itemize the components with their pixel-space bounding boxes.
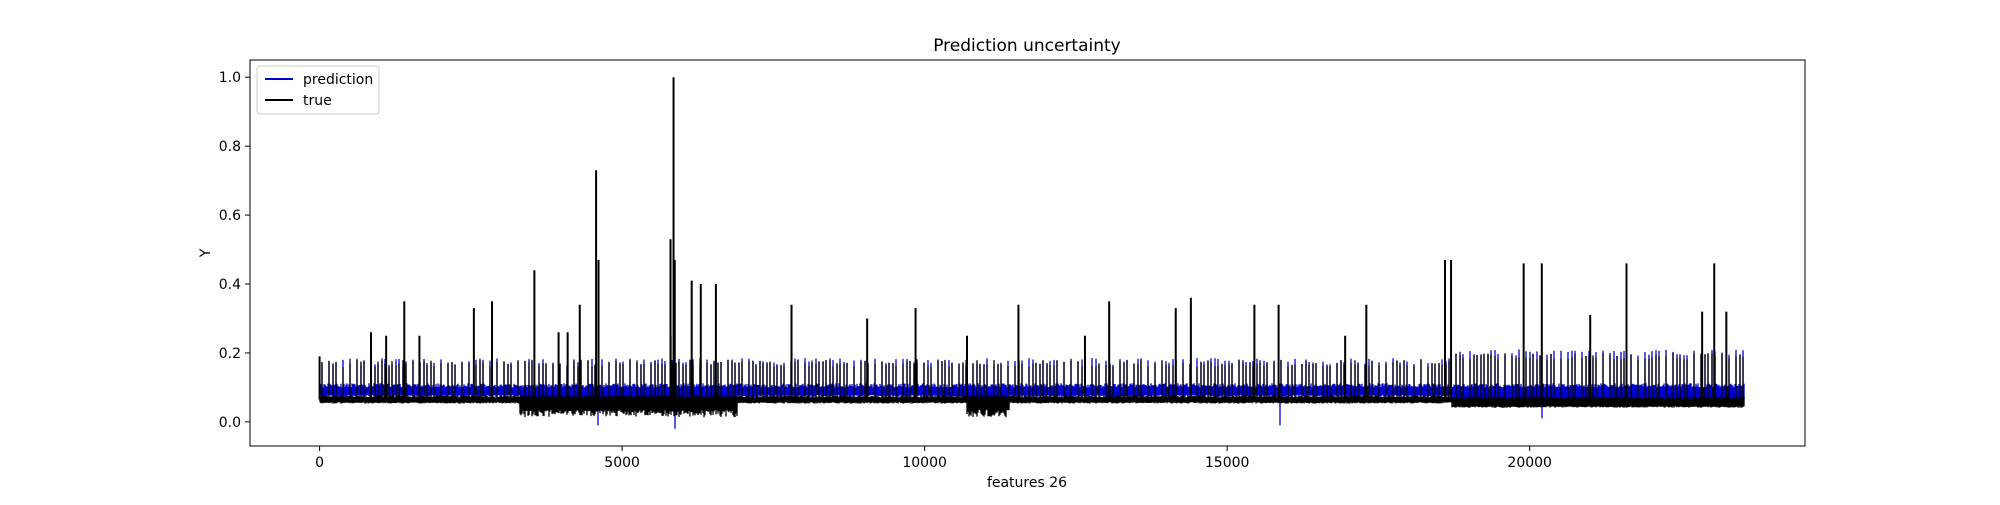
y-tick-label: 0.0	[219, 415, 241, 431]
y-axis-label: Y	[198, 248, 214, 258]
plot-frame	[249, 59, 1806, 447]
x-axis: 0 5000 10000 15000 20000	[315, 446, 1552, 471]
x-tick-label: 5000	[604, 455, 640, 471]
x-tick-label: 0	[315, 455, 324, 471]
y-axis: 0.0 0.2 0.4 0.6 0.8 1.0	[219, 70, 250, 431]
legend-label-prediction: prediction	[303, 72, 373, 88]
y-tick-label: 0.2	[219, 346, 241, 362]
x-tick-label: 15000	[1205, 455, 1250, 471]
plot-area	[249, 59, 1806, 447]
x-tick-label: 20000	[1507, 455, 1552, 471]
y-tick-label: 0.6	[219, 208, 241, 224]
x-axis-label: features 26	[987, 475, 1067, 491]
chart-title: Prediction uncertainty	[933, 36, 1121, 56]
y-tick-label: 0.8	[219, 139, 241, 155]
y-tick-label: 1.0	[219, 70, 241, 86]
legend-label-true: true	[303, 93, 332, 109]
y-tick-label: 0.4	[219, 277, 241, 293]
legend: prediction true	[256, 65, 380, 115]
x-tick-label: 10000	[902, 455, 947, 471]
